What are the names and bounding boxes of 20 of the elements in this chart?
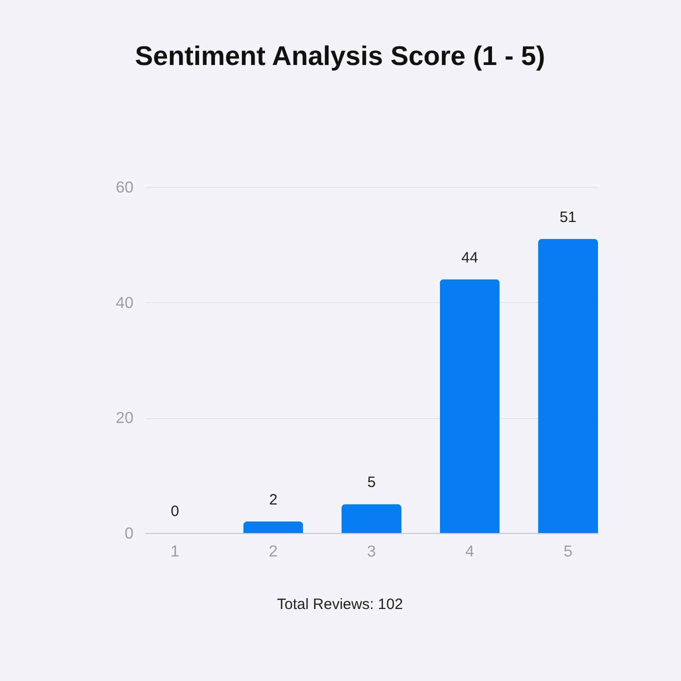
text: Total Reviews: 102 xyxy=(277,596,403,613)
data-label: 51 xyxy=(560,208,576,226)
bar xyxy=(243,521,304,533)
y-tick-label: 20 xyxy=(116,410,134,428)
bar xyxy=(440,279,500,533)
x-tick-label: 1 xyxy=(170,544,180,560)
data-label: 44 xyxy=(461,249,478,266)
y-tick-label: 40 xyxy=(116,294,134,312)
data-label: 5 xyxy=(367,474,376,492)
bar xyxy=(342,504,402,533)
x-tick-label: 3 xyxy=(367,544,376,560)
chart-title: Sentiment Analysis Score (1 - 5) xyxy=(134,41,546,71)
data-label: 0 xyxy=(170,503,180,520)
bar xyxy=(538,238,598,533)
y-tick-label: 0 xyxy=(124,526,134,542)
x-tick-label: 5 xyxy=(564,544,573,560)
x-tick-label: 2 xyxy=(268,544,278,560)
data-label: 2 xyxy=(269,491,278,508)
y-tick-label: 60 xyxy=(116,180,134,196)
x-tick-label: 4 xyxy=(465,544,474,560)
